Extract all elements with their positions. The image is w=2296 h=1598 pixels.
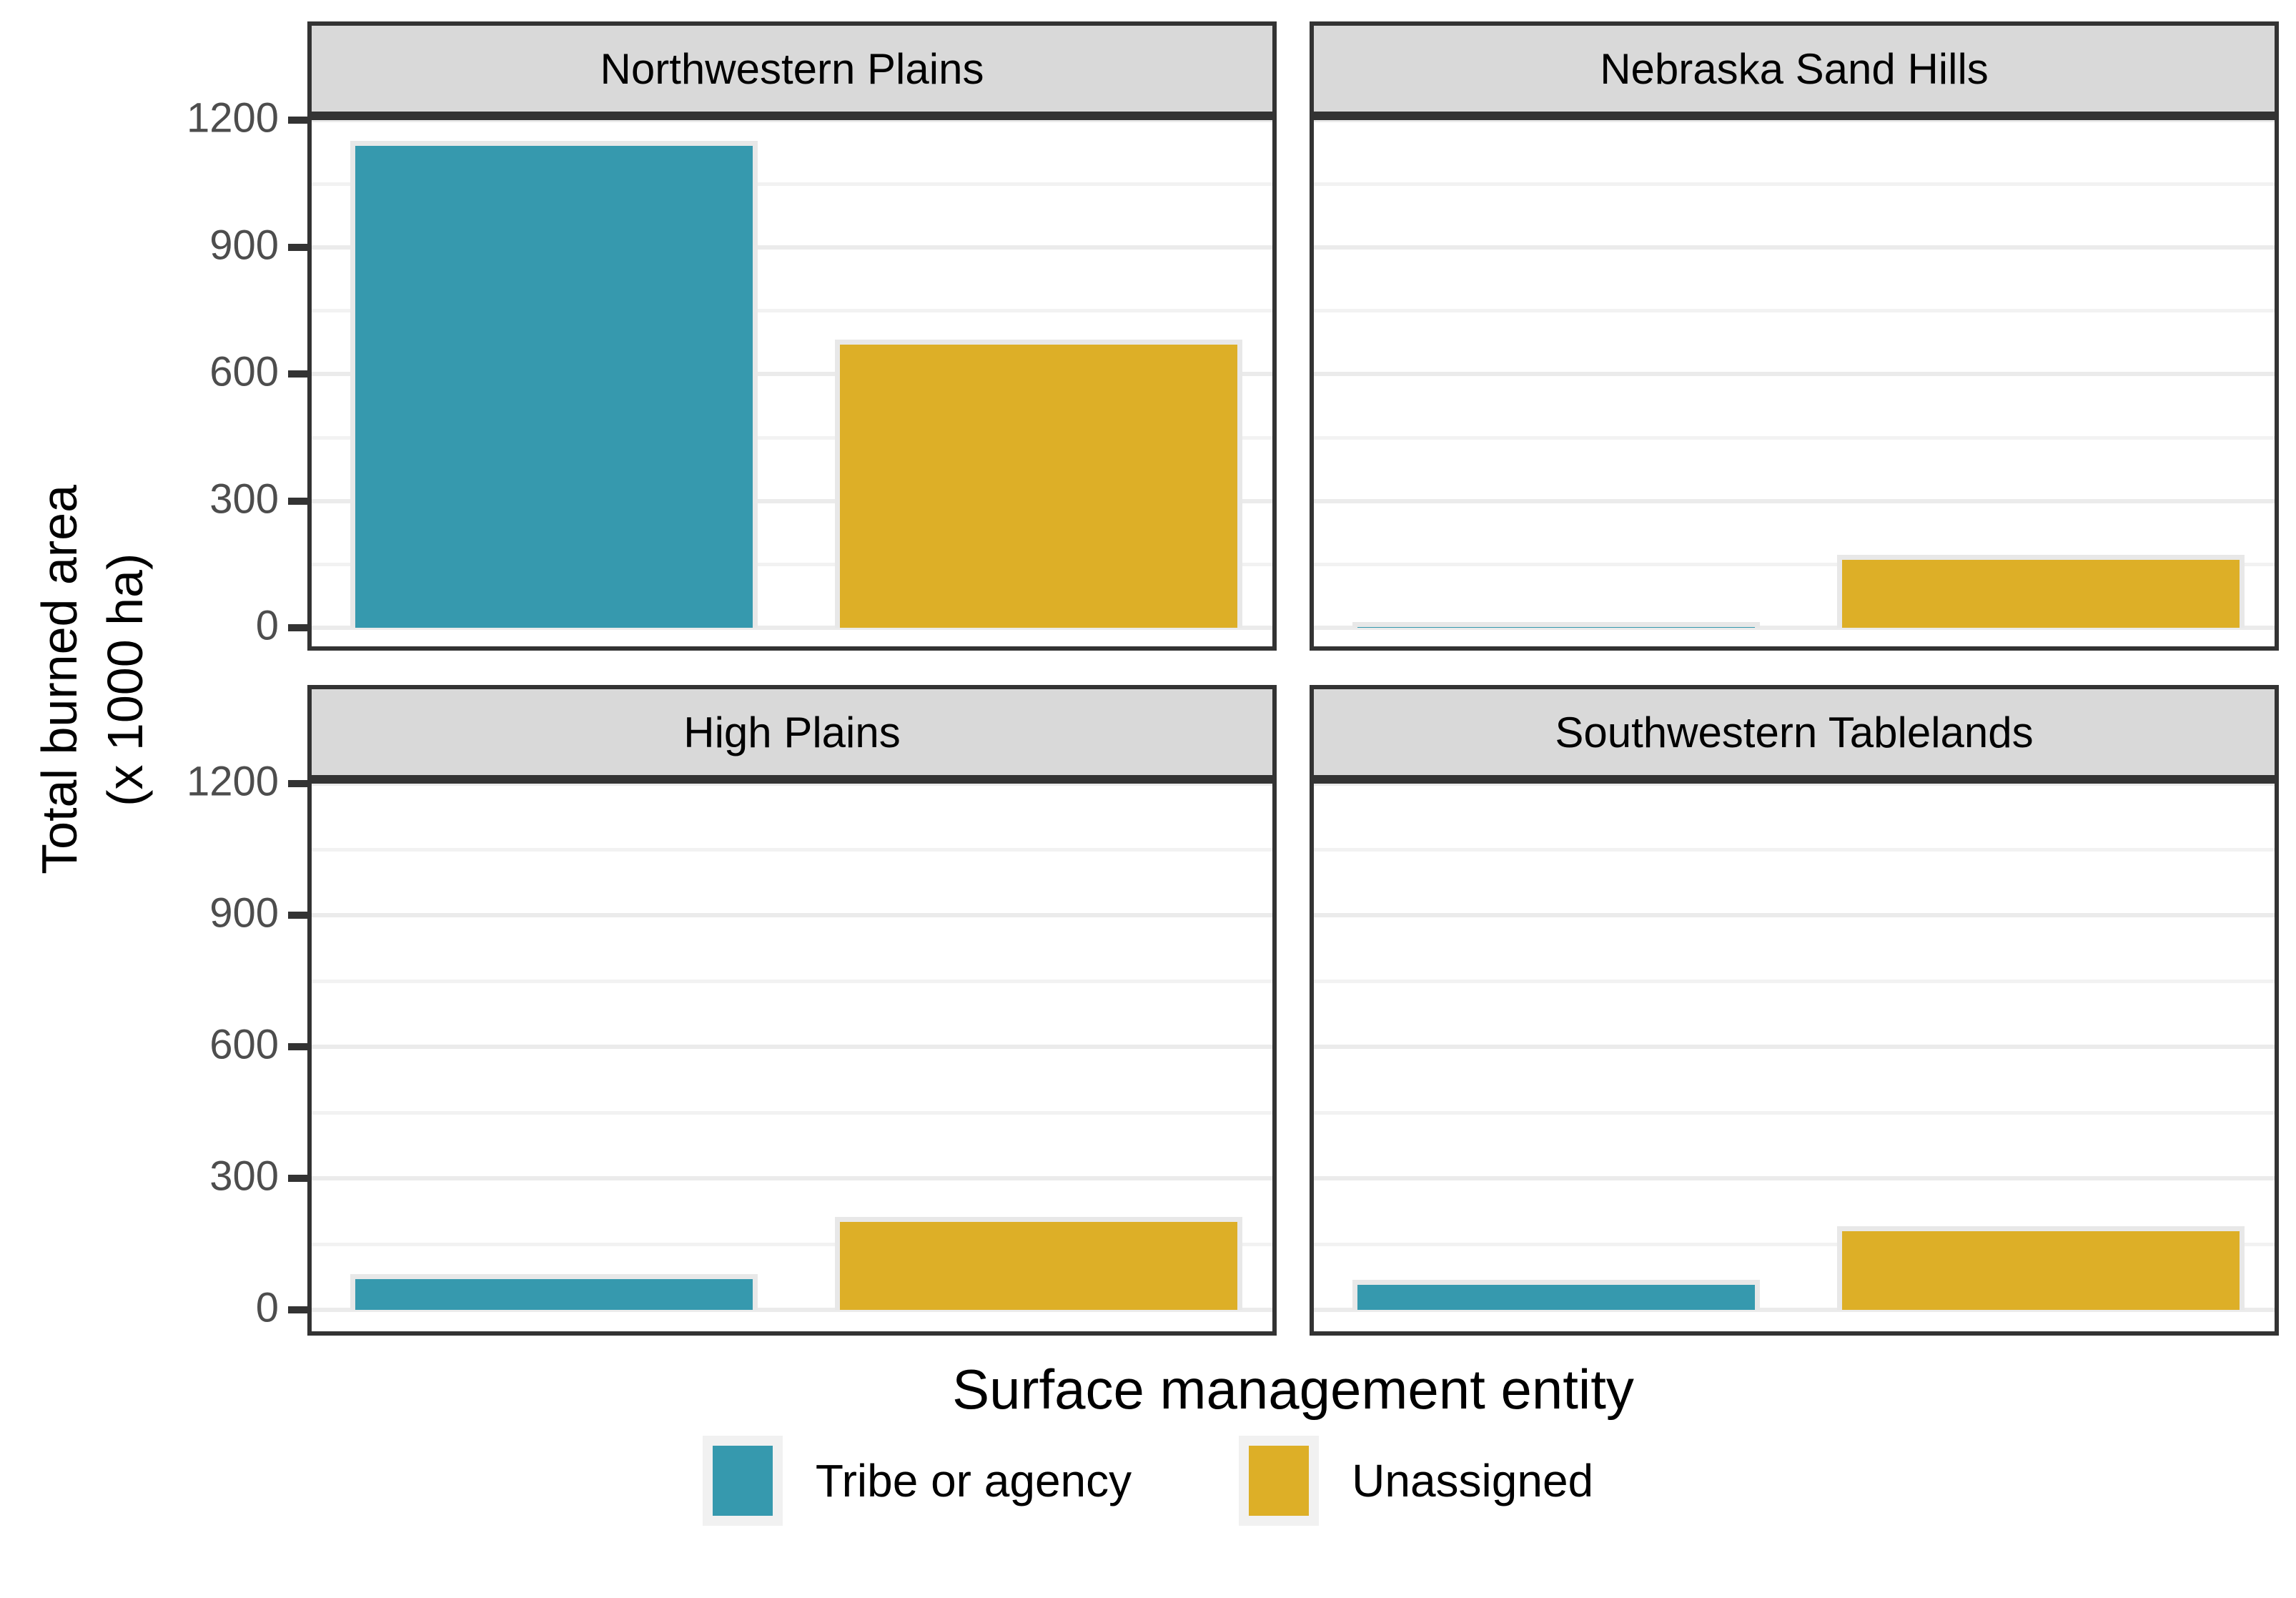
major-gridline — [312, 1176, 1272, 1180]
bar-unassigned — [1837, 555, 2245, 628]
facet-strip: High Plains — [307, 685, 1277, 784]
legend-key — [1239, 1436, 1320, 1526]
bar-unassigned — [835, 339, 1242, 628]
minor-gridline — [1314, 1243, 2275, 1246]
facet-title: Nebraska Sand Hills — [1600, 44, 1989, 93]
major-gridline — [1314, 498, 2275, 503]
facet-panel — [1310, 784, 2279, 1336]
bar-tribe-or-agency — [350, 1274, 758, 1310]
y-tick-label: 600 — [209, 348, 279, 395]
major-gridline — [1314, 120, 2275, 122]
y-tick-label: 900 — [209, 889, 279, 937]
major-gridline — [312, 245, 1272, 250]
legend-key — [702, 1436, 783, 1526]
bar-unassigned — [835, 1217, 1242, 1310]
minor-gridline — [1314, 182, 2275, 186]
major-gridline — [312, 784, 1272, 786]
minor-gridline — [1314, 848, 2275, 852]
minor-gridline — [312, 435, 1272, 440]
y-tick-label: 300 — [209, 1153, 279, 1200]
y-tick-mark — [288, 117, 307, 124]
facet-strip: Northwestern Plains — [307, 21, 1277, 120]
major-gridline — [312, 498, 1272, 503]
major-gridline — [1314, 913, 2275, 917]
major-gridline — [1314, 1045, 2275, 1049]
major-gridline — [312, 372, 1272, 376]
major-gridline — [312, 1308, 1272, 1312]
minor-gridline — [312, 1111, 1272, 1115]
y-axis-title-line2: (x 1000 ha) — [97, 552, 153, 807]
y-tick-mark — [288, 780, 307, 787]
legend-item: Tribe or agency — [702, 1436, 1132, 1526]
minor-gridline — [1314, 1111, 2275, 1115]
legend-label: Tribe or agency — [815, 1455, 1132, 1506]
x-axis-title: Surface management entity — [952, 1358, 1634, 1421]
facet-title: Northwestern Plains — [600, 44, 984, 93]
y-tick-label: 1200 — [186, 94, 279, 142]
y-tick-mark — [288, 1175, 307, 1182]
minor-gridline — [1314, 563, 2275, 567]
legend: Tribe or agency Unassigned — [0, 1436, 2296, 1526]
y-tick-mark — [288, 912, 307, 919]
minor-gridline — [312, 309, 1272, 313]
major-gridline — [312, 1045, 1272, 1049]
y-tick-mark — [288, 497, 307, 505]
facet-strip: Nebraska Sand Hills — [1310, 21, 2279, 120]
major-gridline — [1314, 626, 2275, 630]
facet-title: Southwestern Tablelands — [1555, 708, 2034, 756]
legend-swatch-icon — [712, 1446, 773, 1516]
major-gridline — [312, 626, 1272, 630]
y-tick-mark — [288, 370, 307, 378]
legend-item: Unassigned — [1239, 1436, 1593, 1526]
major-gridline — [1314, 372, 2275, 376]
minor-gridline — [1314, 980, 2275, 983]
y-tick-label: 1200 — [186, 758, 279, 805]
y-tick-mark — [288, 1306, 307, 1313]
bar-tribe-or-agency — [1352, 621, 1760, 628]
major-gridline — [1314, 245, 2275, 250]
major-gridline — [312, 913, 1272, 917]
legend-label: Unassigned — [1352, 1455, 1594, 1506]
minor-gridline — [1314, 309, 2275, 313]
major-gridline — [1314, 1308, 2275, 1312]
bar-tribe-or-agency — [1352, 1280, 1760, 1310]
y-tick-label: 0 — [255, 1284, 279, 1331]
minor-gridline — [312, 848, 1272, 852]
y-tick-label: 900 — [209, 222, 279, 269]
minor-gridline — [1314, 435, 2275, 440]
minor-gridline — [312, 182, 1272, 186]
minor-gridline — [312, 980, 1272, 983]
facet-panel — [307, 784, 1277, 1336]
major-gridline — [312, 120, 1272, 122]
minor-gridline — [312, 1243, 1272, 1246]
y-tick-mark — [288, 624, 307, 631]
facet-panel — [1310, 120, 2279, 651]
y-axis-title-wrap: Total burned area (x 1000 ha) — [10, 0, 174, 1358]
legend-swatch-icon — [1249, 1446, 1310, 1516]
facet-strip: Southwestern Tablelands — [1310, 685, 2279, 784]
major-gridline — [1314, 1176, 2275, 1180]
y-axis-title: Total burned area (x 1000 ha) — [26, 485, 158, 874]
y-tick-mark — [288, 243, 307, 251]
facet-panel — [307, 120, 1277, 651]
major-gridline — [1314, 784, 2275, 786]
y-tick-mark — [288, 1043, 307, 1050]
y-tick-label: 600 — [209, 1021, 279, 1068]
bar-unassigned — [1837, 1225, 2245, 1310]
minor-gridline — [312, 563, 1272, 567]
y-tick-label: 300 — [209, 475, 279, 523]
y-axis-title-line1: Total burned area — [31, 484, 87, 874]
facet-title: High Plains — [683, 708, 901, 756]
bar-tribe-or-agency — [350, 140, 758, 628]
y-tick-label: 0 — [255, 602, 279, 649]
